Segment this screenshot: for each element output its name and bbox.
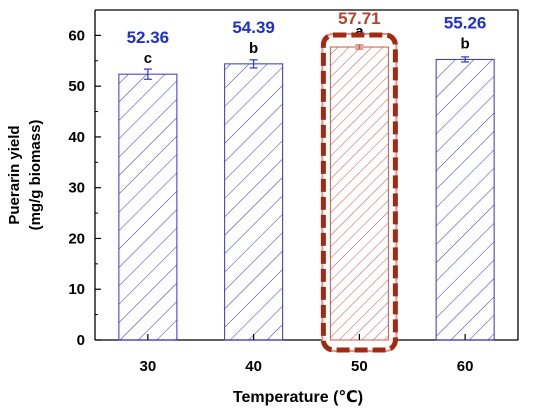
significance-letter: b <box>249 40 258 57</box>
significance-letter: c <box>144 50 152 67</box>
x-tick-label: 30 <box>140 358 157 375</box>
y-axis-title: Puerarin yield (mg/g biomass) <box>6 120 44 231</box>
x-tick-label: 50 <box>351 358 368 375</box>
significance-letter: a <box>355 23 364 40</box>
value-label: 54.39 <box>232 18 275 37</box>
y-axis-title-line-2: (mg/g biomass) <box>27 120 44 231</box>
y-tick-label: 50 <box>68 78 85 95</box>
bar <box>224 63 284 341</box>
y-tick-label: 20 <box>68 230 85 247</box>
significance-letter: b <box>461 35 470 52</box>
bar <box>329 46 389 341</box>
y-tick-label: 60 <box>68 27 85 44</box>
bar <box>435 58 495 341</box>
bar <box>118 73 178 341</box>
y-axis-title-line-1: Puerarin yield <box>6 125 23 224</box>
plot-area: 0 10 20 30 40 50 60 c 52.36 30 b 54.39 40 a57.71 50 b 55… <box>68 9 519 375</box>
y-tick-label: 10 <box>68 281 85 298</box>
highlight-box-outline <box>320 32 398 353</box>
value-label: 52.36 <box>127 28 170 47</box>
value-label: 55.26 <box>444 13 487 32</box>
x-tick-label: 60 <box>457 358 474 375</box>
x-axis-title: Temperature (℃) <box>233 389 363 406</box>
value-label: 57.71 <box>338 9 381 28</box>
x-tick-label: 40 <box>245 358 262 375</box>
y-tick-label: 40 <box>68 129 85 146</box>
y-tick-label: 30 <box>68 180 85 197</box>
y-tick-label: 0 <box>77 332 85 349</box>
